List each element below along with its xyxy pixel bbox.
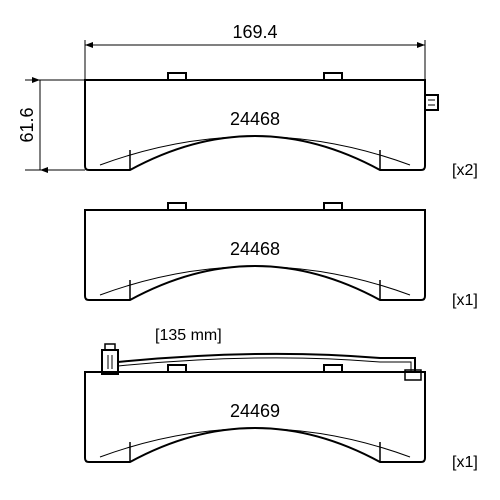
wear-sensor-wire: [135 mm]: [102, 327, 415, 374]
pad2-partno: 24468: [230, 239, 280, 259]
brake-pad-2: 24468 [x1]: [85, 203, 478, 309]
pad1-qty: [x2]: [452, 162, 478, 179]
wire-length-label: [135 mm]: [155, 327, 222, 344]
pad2-qty: [x1]: [452, 292, 478, 309]
brake-pad-diagram: 169.4 61.6 24468 [x2] 24468 [x1]: [0, 0, 500, 500]
dimension-width: 169.4: [85, 22, 425, 80]
pad3-partno: 24469: [230, 401, 280, 421]
pad1-partno: 24468: [230, 109, 280, 129]
dim-width-value: 169.4: [232, 22, 277, 42]
pad3-qty: [x1]: [452, 454, 478, 471]
brake-pad-3: 24469 [x1]: [85, 365, 478, 471]
dimension-height: 61.6: [17, 80, 85, 170]
brake-pad-1: 24468 [x2]: [85, 73, 478, 179]
dim-height-value: 61.6: [17, 107, 37, 142]
